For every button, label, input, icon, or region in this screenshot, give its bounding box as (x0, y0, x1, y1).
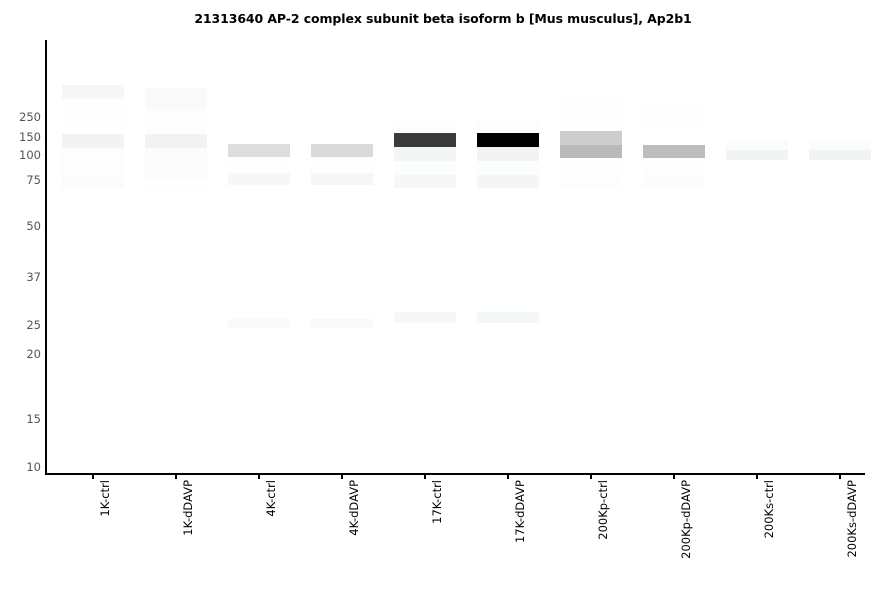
blot-lane (228, 40, 290, 474)
blot-band (228, 319, 290, 328)
y-tick-label-15: 15 (26, 412, 41, 426)
x-tick-mark (507, 475, 509, 479)
blot-band (145, 148, 207, 181)
blot-band (311, 157, 373, 173)
blot-band (726, 150, 788, 160)
blot-band (228, 144, 290, 157)
blot-band (145, 134, 207, 148)
blot-band (560, 131, 622, 145)
blot-band (477, 121, 539, 133)
blot-band (394, 175, 456, 188)
blot-band (145, 181, 207, 189)
y-tick-label-25: 25 (26, 318, 41, 332)
blot-band (394, 121, 456, 133)
y-tick-label-150: 150 (19, 130, 41, 144)
x-tick-mark (673, 475, 675, 479)
blot-band (62, 148, 124, 178)
y-tick-label-100: 100 (19, 148, 41, 162)
page-title: 21313640 AP-2 complex subunit beta isofo… (194, 11, 692, 26)
x-axis-line (45, 473, 865, 476)
blot-band (477, 133, 539, 147)
blot-band (809, 150, 871, 160)
blot-band (643, 158, 705, 174)
y-axis-line (45, 40, 48, 475)
blot-band (477, 312, 539, 323)
blot-band (311, 173, 373, 185)
blot-band (643, 145, 705, 158)
x-tick-mark (756, 475, 758, 479)
blot-band (62, 99, 124, 129)
x-tick-mark (341, 475, 343, 479)
blot-band (394, 161, 456, 175)
blot-band (145, 88, 207, 110)
x-tick-label-4k-ddavp: 4K-dDAVP (347, 480, 361, 536)
blot-band (560, 174, 622, 187)
blot-band (394, 312, 456, 323)
y-tick-label-37: 37 (26, 270, 41, 284)
x-tick-label-17k-ctrl: 17K-ctrl (430, 480, 444, 524)
blot-lane (809, 40, 871, 474)
x-tick-label-17k-ddavp: 17K-dDAVP (513, 480, 527, 544)
blot-band (62, 134, 124, 148)
blot-lane (394, 40, 456, 474)
blot-band (477, 161, 539, 175)
y-tick-label-50: 50 (26, 219, 41, 233)
blot-band (560, 158, 622, 174)
y-tick-label-75: 75 (26, 173, 41, 187)
blot-band (394, 147, 456, 161)
blot-band (145, 110, 207, 134)
blot-band (477, 147, 539, 161)
blot-band (394, 133, 456, 147)
x-tick-mark (839, 475, 841, 479)
x-tick-mark (258, 475, 260, 479)
blot-band (726, 141, 788, 150)
x-tick-mark (590, 475, 592, 479)
blot-lane (145, 40, 207, 474)
blot-band (311, 319, 373, 328)
blot-band (643, 174, 705, 187)
blot-band (477, 175, 539, 188)
x-tick-label-200ks-ddavp: 200Ks-dDAVP (845, 480, 859, 558)
blot-band (643, 101, 705, 131)
x-tick-mark (424, 475, 426, 479)
blot-band (560, 145, 622, 158)
y-tick-label-20: 20 (26, 347, 41, 361)
x-tick-label-200kp-ddavp: 200Kp-dDAVP (679, 480, 693, 559)
x-tick-label-200ks-ctrl: 200Ks-ctrl (762, 480, 776, 539)
blot-band (228, 173, 290, 185)
blot-band (560, 99, 622, 131)
y-tick-label-250: 250 (19, 110, 41, 124)
blot-band (228, 157, 290, 173)
blot-lane (62, 40, 124, 474)
x-tick-label-1k-ctrl: 1K-ctrl (98, 480, 112, 517)
blot-band (809, 141, 871, 150)
blot-lane (477, 40, 539, 474)
blot-band (62, 178, 124, 188)
x-tick-mark (175, 475, 177, 479)
blot-band (62, 85, 124, 99)
blot-lane (560, 40, 622, 474)
x-tick-label-4k-ctrl: 4K-ctrl (264, 480, 278, 517)
blot-band (311, 144, 373, 157)
blot-lane (311, 40, 373, 474)
x-tick-mark (92, 475, 94, 479)
x-tick-label-1k-ddavp: 1K-dDAVP (181, 480, 195, 536)
y-tick-label-10: 10 (26, 460, 41, 474)
blot-plot-area (47, 40, 871, 474)
blot-lane (726, 40, 788, 474)
x-tick-label-200kp-ctrl: 200Kp-ctrl (596, 480, 610, 540)
blot-lane (643, 40, 705, 474)
